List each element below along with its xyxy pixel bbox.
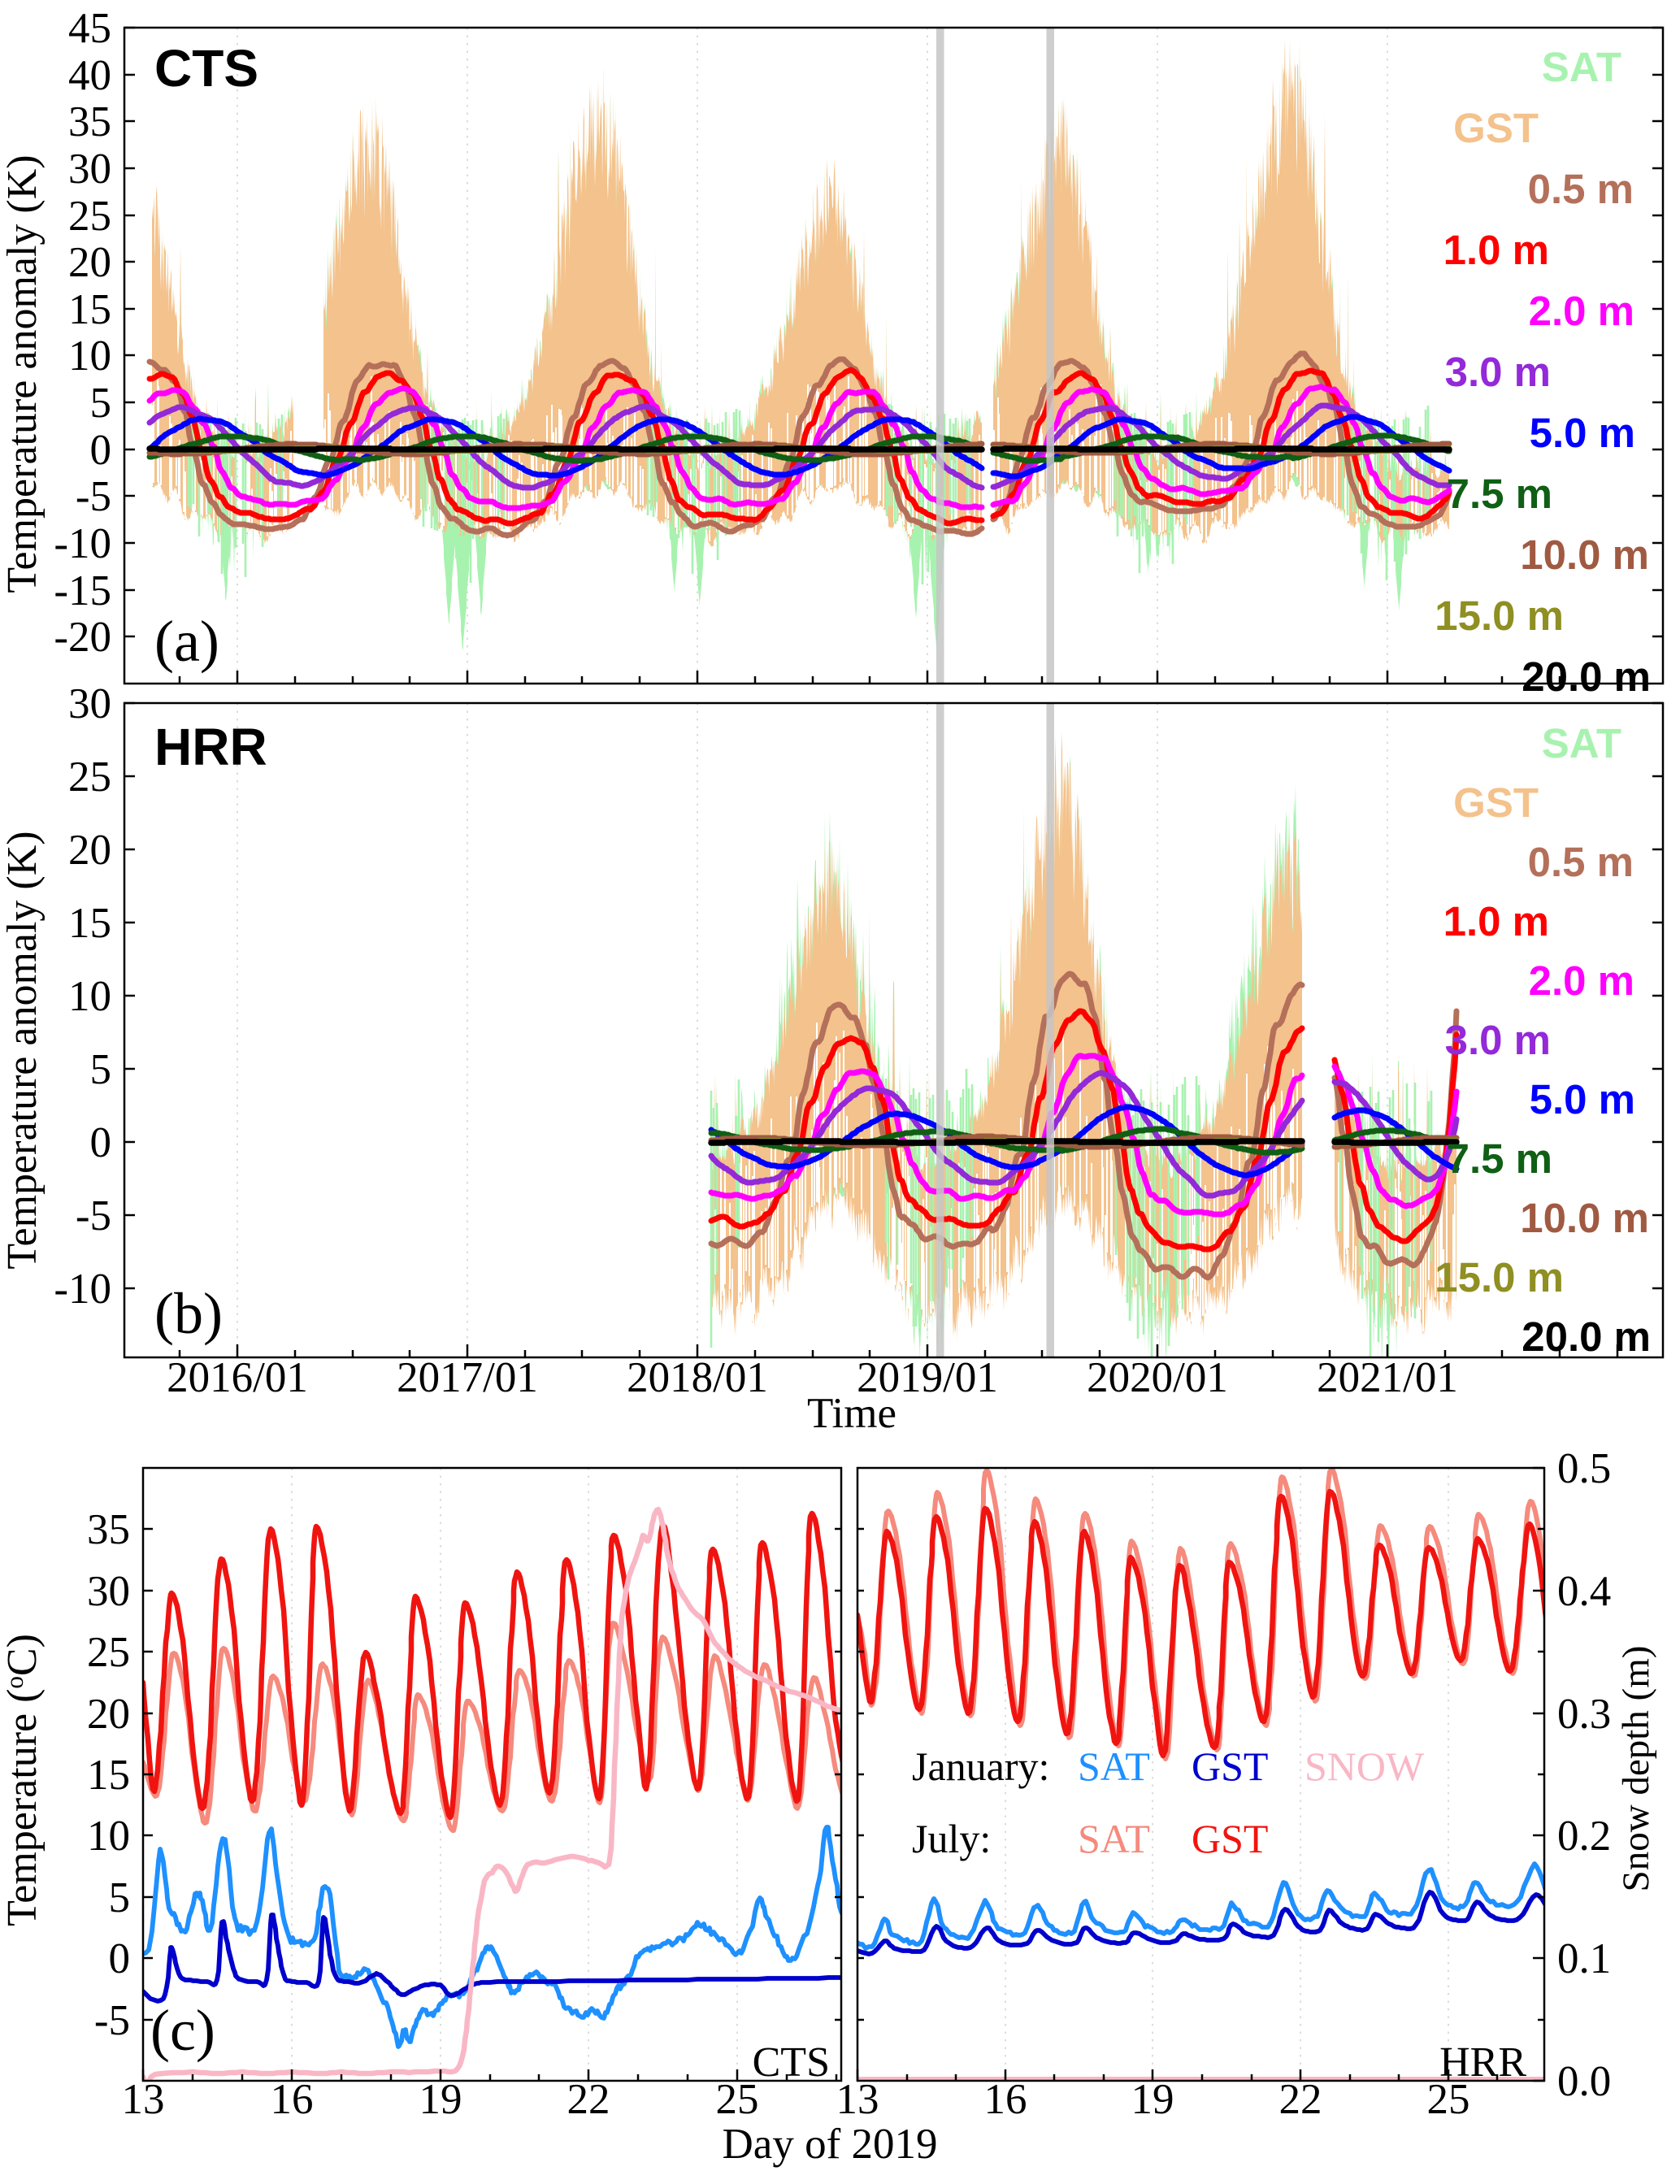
svg-text:-15: -15	[54, 567, 111, 614]
svg-text:25: 25	[87, 1629, 130, 1676]
svg-text:25: 25	[68, 193, 111, 240]
svg-text:19: 19	[1131, 2076, 1174, 2123]
svg-text:0: 0	[109, 1935, 131, 1982]
svg-text:(a): (a)	[154, 609, 219, 674]
svg-text:5: 5	[90, 1046, 112, 1093]
svg-text:25: 25	[716, 2076, 759, 2123]
svg-text:Temperature anomaly (K): Temperature anomaly (K)	[0, 154, 46, 593]
svg-text:25: 25	[68, 753, 111, 801]
svg-text:(b): (b)	[154, 1281, 223, 1346]
svg-text:15: 15	[68, 286, 111, 333]
svg-text:40: 40	[68, 52, 111, 99]
svg-text:35: 35	[68, 98, 111, 145]
svg-text:3.0 m: 3.0 m	[1445, 349, 1551, 395]
svg-text:SAT: SAT	[1542, 720, 1621, 766]
svg-text:15: 15	[68, 900, 111, 947]
svg-text:1.0 m: 1.0 m	[1443, 898, 1549, 944]
svg-text:1.0 m: 1.0 m	[1443, 227, 1549, 273]
svg-text:January:: January:	[912, 1743, 1049, 1789]
svg-text:CTS: CTS	[154, 39, 258, 98]
svg-text:30: 30	[87, 1568, 130, 1615]
svg-text:13: 13	[836, 2076, 879, 2123]
svg-text:-10: -10	[54, 1266, 111, 1313]
svg-text:3.0 m: 3.0 m	[1445, 1017, 1551, 1063]
svg-text:0.5 m: 0.5 m	[1528, 839, 1634, 885]
svg-text:45: 45	[68, 5, 111, 52]
svg-text:5.0 m: 5.0 m	[1530, 410, 1635, 456]
svg-text:GST: GST	[1192, 1743, 1268, 1789]
svg-text:30: 30	[68, 680, 111, 727]
svg-text:19: 19	[419, 2076, 462, 2123]
svg-text:5: 5	[90, 380, 112, 427]
svg-text:2.0 m: 2.0 m	[1529, 957, 1634, 1004]
svg-text:25: 25	[1427, 2076, 1470, 2123]
svg-text:15.0 m: 15.0 m	[1435, 593, 1564, 639]
svg-text:CTS: CTS	[753, 2039, 830, 2086]
svg-text:0.4: 0.4	[1557, 1568, 1611, 1615]
svg-text:7.5 m: 7.5 m	[1447, 471, 1552, 517]
svg-text:GST: GST	[1453, 105, 1539, 151]
svg-text:0.0: 0.0	[1557, 2058, 1611, 2105]
svg-text:5: 5	[109, 1874, 131, 1921]
svg-text:2018/01: 2018/01	[627, 1354, 768, 1401]
svg-text:20.0 m: 20.0 m	[1522, 653, 1651, 700]
svg-text:2017/01: 2017/01	[397, 1354, 538, 1401]
svg-text:Temperature anomaly (K): Temperature anomaly (K)	[0, 831, 46, 1269]
svg-text:22: 22	[1279, 2076, 1322, 2123]
svg-text:-10: -10	[54, 520, 111, 567]
svg-text:Day of 2019: Day of 2019	[723, 2121, 938, 2168]
svg-text:35: 35	[87, 1506, 130, 1553]
svg-text:22: 22	[567, 2076, 610, 2123]
svg-text:10.0 m: 10.0 m	[1520, 532, 1649, 578]
svg-text:0.5 m: 0.5 m	[1528, 166, 1634, 212]
svg-text:20: 20	[68, 827, 111, 874]
svg-text:0.1: 0.1	[1557, 1935, 1611, 1982]
svg-text:0.2: 0.2	[1557, 1813, 1611, 1860]
svg-text:0: 0	[90, 427, 112, 474]
svg-text:-5: -5	[76, 1192, 111, 1240]
svg-text:10: 10	[68, 332, 111, 380]
svg-text:0.3: 0.3	[1557, 1691, 1611, 1738]
svg-text:0: 0	[90, 1119, 112, 1166]
svg-text:HRR: HRR	[1439, 2039, 1526, 2086]
svg-text:2016/01: 2016/01	[167, 1354, 308, 1401]
svg-text:HRR: HRR	[154, 718, 267, 776]
svg-text:-20: -20	[54, 614, 111, 661]
svg-text:5.0 m: 5.0 m	[1530, 1076, 1635, 1122]
svg-text:16: 16	[984, 2076, 1027, 2123]
svg-text:30: 30	[68, 145, 111, 193]
svg-text:16: 16	[271, 2076, 314, 2123]
svg-text:2019/01: 2019/01	[857, 1354, 998, 1401]
svg-text:0.5: 0.5	[1557, 1445, 1611, 1492]
svg-text:Time: Time	[807, 1390, 896, 1437]
svg-text:20.0 m: 20.0 m	[1522, 1313, 1651, 1360]
svg-text:SNOW: SNOW	[1304, 1743, 1425, 1789]
svg-text:10: 10	[68, 973, 111, 1020]
svg-text:Snow depth (m): Snow depth (m)	[1615, 1646, 1657, 1892]
svg-text:-5: -5	[76, 473, 111, 520]
svg-text:2.0 m: 2.0 m	[1529, 288, 1634, 334]
svg-text:13: 13	[122, 2076, 165, 2123]
svg-text:GST: GST	[1453, 779, 1539, 826]
svg-text:SAT: SAT	[1078, 1743, 1150, 1789]
svg-text:15.0 m: 15.0 m	[1435, 1254, 1564, 1300]
svg-text:2021/01: 2021/01	[1317, 1354, 1458, 1401]
svg-text:20: 20	[68, 239, 111, 286]
svg-text:15: 15	[87, 1752, 130, 1799]
svg-text:-5: -5	[94, 1997, 130, 2044]
svg-text:2020/01: 2020/01	[1087, 1354, 1228, 1401]
svg-text:July:: July:	[912, 1816, 991, 1861]
svg-text:7.5 m: 7.5 m	[1447, 1135, 1552, 1182]
svg-text:(c): (c)	[150, 1998, 215, 2063]
svg-text:SAT: SAT	[1078, 1816, 1150, 1861]
svg-text:20: 20	[87, 1691, 130, 1738]
svg-text:GST: GST	[1192, 1816, 1268, 1861]
svg-text:SAT: SAT	[1542, 44, 1621, 90]
svg-text:10: 10	[87, 1813, 130, 1860]
svg-text:10.0 m: 10.0 m	[1520, 1195, 1649, 1241]
